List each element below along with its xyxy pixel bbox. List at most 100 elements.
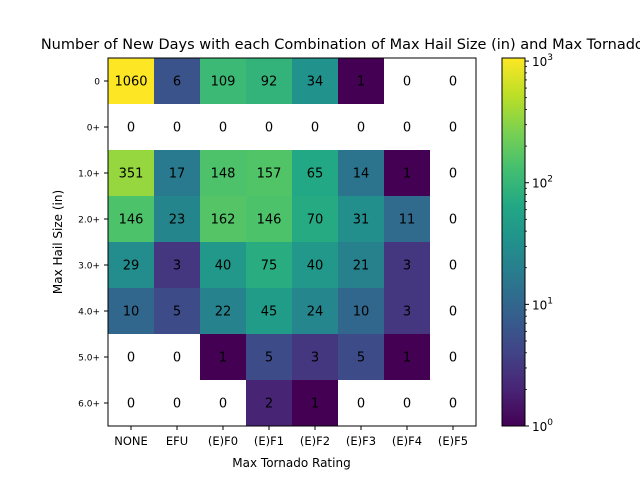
colorbar-frame	[501, 57, 526, 427]
cell-value-label: 351	[119, 167, 144, 182]
heatmap-cell	[430, 58, 477, 105]
cell-value-label: 5	[173, 305, 181, 320]
cell-value-label: 24	[307, 305, 324, 320]
heatmap-cell	[384, 104, 431, 151]
cell-value-label: 92	[261, 75, 278, 90]
heatmap-cell	[200, 104, 247, 151]
heatmap-cell	[154, 104, 201, 151]
y-tick-label: 1.0+	[78, 170, 100, 180]
heatmap-cell	[292, 150, 339, 197]
x-tick-label: NONE	[114, 434, 148, 448]
heatmap-cell	[108, 242, 155, 289]
heatmap-cell	[430, 150, 477, 197]
cell-value-label: 1	[357, 75, 365, 90]
chart-title: Number of New Days with each Combination…	[41, 37, 640, 53]
heatmap-cell	[246, 242, 293, 289]
cell-value-label: 70	[307, 213, 324, 228]
heatmap-cell	[154, 242, 201, 289]
cell-value-label: 1060	[114, 75, 147, 90]
cell-value-label: 0	[449, 167, 457, 182]
y-tick-label: 2.0+	[78, 216, 100, 226]
cell-value-label: 0	[403, 75, 411, 90]
heatmap-cell	[384, 242, 431, 289]
heatmap-cell	[430, 334, 477, 381]
cell-value-label: 2	[265, 397, 273, 412]
cell-value-label: 0	[127, 397, 135, 412]
heatmap-cell	[108, 150, 155, 197]
heatmap-cell	[108, 334, 155, 381]
heatmap-cell	[200, 380, 247, 427]
cell-value-label: 0	[311, 121, 319, 136]
heatmap-cells	[108, 58, 477, 427]
cell-value-label: 29	[123, 259, 140, 274]
heatmap-cell	[154, 58, 201, 105]
heatmap-cell	[246, 334, 293, 381]
x-tick-label: (E)F4	[392, 434, 422, 448]
cell-value-label: 0	[403, 397, 411, 412]
cell-value-label: 0	[265, 121, 273, 136]
heatmap-cell	[154, 196, 201, 243]
heatmap-cell	[338, 104, 385, 151]
x-axis-label: Max Tornado Rating	[232, 456, 350, 470]
heatmap-cell	[246, 196, 293, 243]
heatmap-cell	[246, 104, 293, 151]
heatmap-cell	[246, 58, 293, 105]
heatmap-cell	[384, 288, 431, 335]
colorbar-tick-label: 101	[532, 296, 553, 312]
cell-value-label: 1	[403, 167, 411, 182]
heatmap-cell	[292, 104, 339, 151]
cell-value-label: 0	[449, 397, 457, 412]
cell-value-label: 40	[215, 259, 232, 274]
cell-value-label: 0	[357, 121, 365, 136]
y-axis-label: Max Hail Size (in)	[51, 190, 65, 294]
y-tick-label: 3.0+	[78, 262, 100, 272]
cell-value-label: 0	[219, 397, 227, 412]
heatmap-cell	[430, 380, 477, 427]
heatmap-cell	[246, 150, 293, 197]
heatmap-cell	[246, 288, 293, 335]
y-tick-label: 4.0+	[78, 308, 100, 318]
cell-value-label: 148	[211, 167, 236, 182]
heatmap-cell	[200, 196, 247, 243]
cell-value-label: 0	[173, 397, 181, 412]
heatmap-cell	[338, 380, 385, 427]
cell-value-label: 3	[403, 305, 411, 320]
heatmap-cell	[292, 196, 339, 243]
x-tick-label: (E)F1	[254, 434, 284, 448]
plot-frame	[107, 57, 477, 427]
heatmap-cell	[292, 288, 339, 335]
heatmap-cell	[384, 196, 431, 243]
heatmap-cell	[430, 288, 477, 335]
heatmap-cell	[384, 150, 431, 197]
x-tick-label: (E)F5	[438, 434, 468, 448]
x-axis-ticks: NONE EFU (E)F0 (E)F1 (E)F2 (E)F3 (E)F4 (E)F5	[114, 426, 468, 448]
heatmap-cell	[154, 150, 201, 197]
heatmap-cell	[292, 380, 339, 427]
cell-value-label: 0	[173, 121, 181, 136]
heatmap-cell	[108, 104, 155, 151]
cell-value-label: 75	[261, 259, 278, 274]
heatmap-cell	[246, 380, 293, 427]
colorbar-tick-label: 102	[532, 175, 553, 191]
cell-value-label: 146	[257, 213, 282, 228]
heatmap-cell	[154, 334, 201, 381]
cell-value-label: 3	[173, 259, 181, 274]
cell-value-label: 0	[127, 351, 135, 366]
colorbar-ticks: 100 101 102 103	[525, 53, 553, 434]
heatmap-cell	[292, 334, 339, 381]
heatmap-cell	[338, 334, 385, 381]
x-tick-label: EFU	[166, 434, 188, 448]
cell-value-label: 1	[219, 351, 227, 366]
cell-value-label: 21	[353, 259, 370, 274]
y-tick-label: 0	[94, 78, 100, 88]
cell-value-label: 0	[357, 397, 365, 412]
cell-value-label: 5	[357, 351, 365, 366]
heatmap-cell	[200, 288, 247, 335]
heatmap-cell	[338, 150, 385, 197]
x-tick-label: (E)F3	[346, 434, 376, 448]
cell-value-label: 22	[215, 305, 232, 320]
cell-value-label: 10	[353, 305, 370, 320]
cell-value-label: 109	[211, 75, 236, 90]
y-axis-ticks: 0 0+ 1.0+ 2.0+ 3.0+ 4.0+ 5.0+ 6.0+	[78, 78, 108, 410]
cell-value-label: 1	[311, 397, 319, 412]
